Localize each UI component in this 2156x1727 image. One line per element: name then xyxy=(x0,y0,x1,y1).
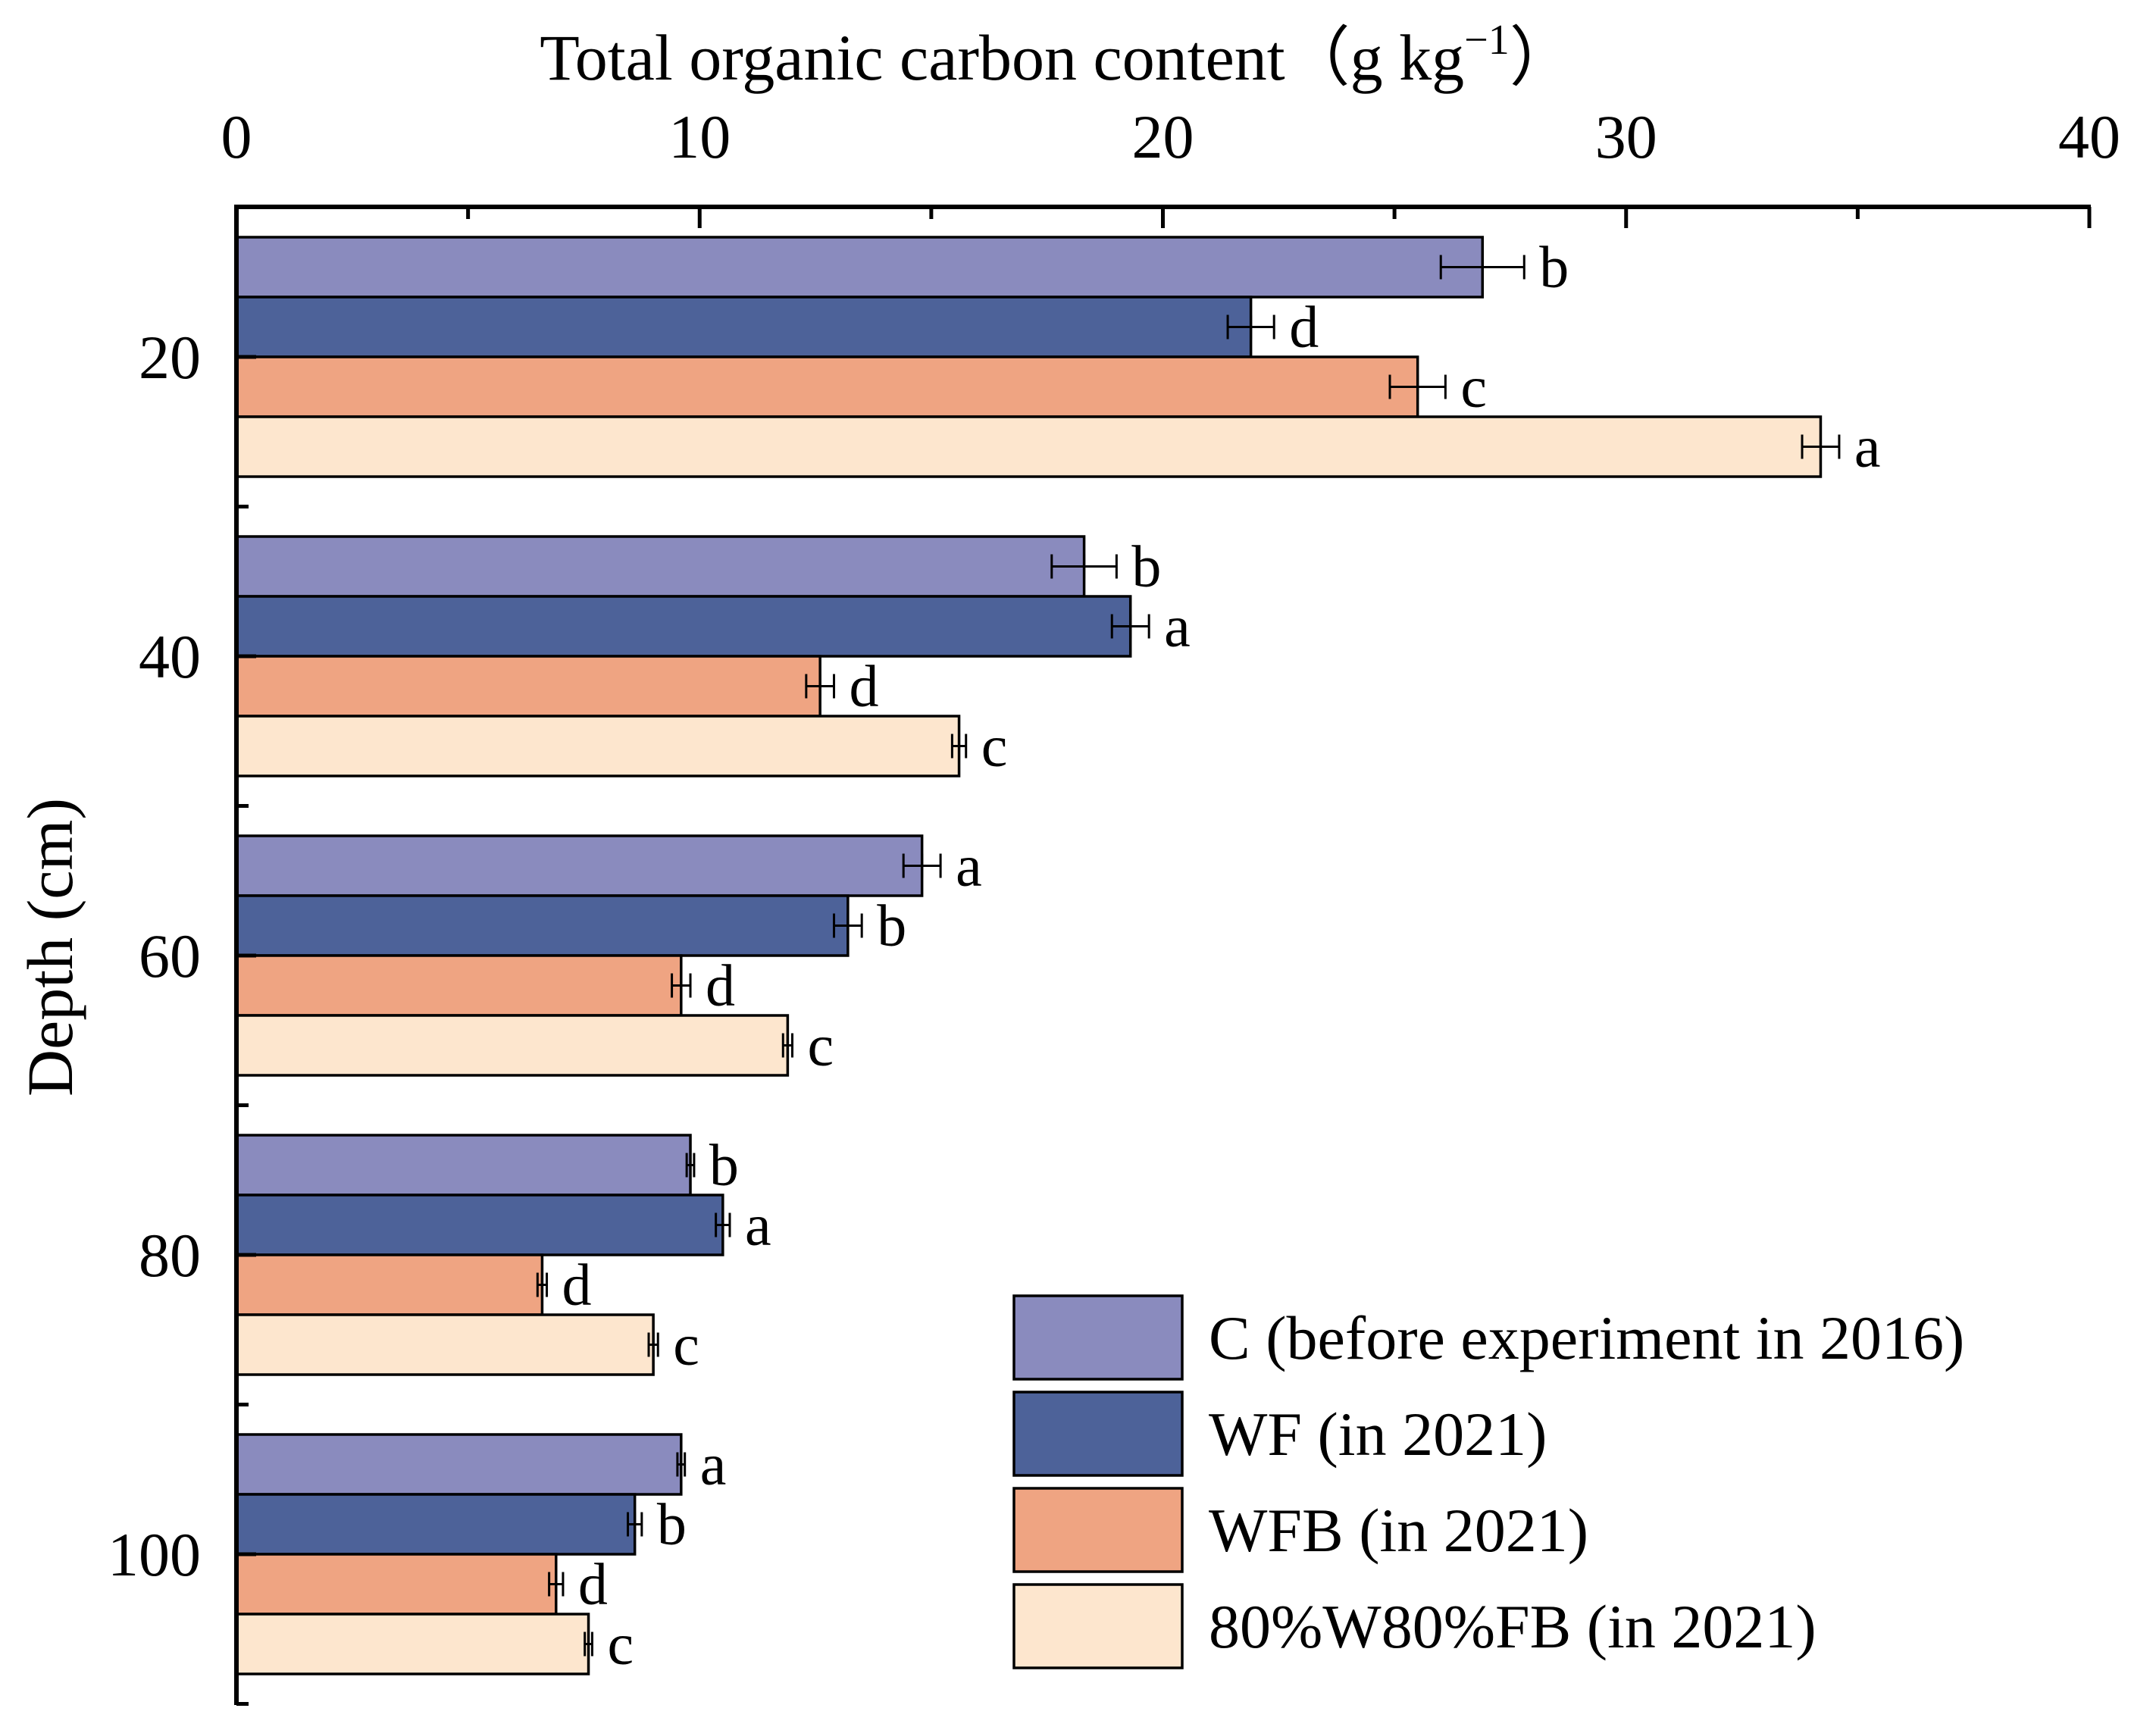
bar-20-2 xyxy=(235,355,1419,418)
bar-60-0 xyxy=(235,834,924,897)
significance-letter-20-0: b xyxy=(1539,234,1569,300)
legend-swatch-0 xyxy=(1012,1294,1184,1381)
significance-letter-80-1: a xyxy=(745,1192,771,1258)
bar-60-2 xyxy=(235,954,683,1017)
significance-letter-100-0: a xyxy=(700,1431,727,1497)
axis-layer: 0 10 20 30 40 20 40 60 80 100 xyxy=(108,102,2120,1706)
error-bar-80-1 xyxy=(715,1212,731,1237)
error-bar-20-0 xyxy=(1439,255,1525,280)
bar-40-3 xyxy=(235,715,961,777)
error-bar-40-2 xyxy=(805,674,836,699)
error-bar-40-1 xyxy=(1110,614,1150,639)
error-bar-100-1 xyxy=(627,1512,643,1537)
significance-letter-60-1: b xyxy=(877,893,906,959)
significance-letter-100-2: d xyxy=(578,1551,608,1617)
y-tick-label-20: 20 xyxy=(139,323,201,392)
legend-swatch-3 xyxy=(1012,1583,1184,1669)
y-tick-label-60: 60 xyxy=(139,921,201,990)
y-tick-label-100: 100 xyxy=(108,1520,201,1589)
significance-letter-60-3: c xyxy=(808,1012,834,1078)
bar-20-3 xyxy=(235,415,1823,478)
legend-label-2: WFB (in 2021) xyxy=(1209,1496,1588,1565)
bar-100-3 xyxy=(235,1613,590,1675)
bar-80-1 xyxy=(235,1194,724,1256)
x-tick-label-10: 10 xyxy=(668,102,731,171)
y-tick-label-40: 40 xyxy=(139,622,201,691)
error-bar-20-1 xyxy=(1226,314,1275,339)
significance-letter-40-0: b xyxy=(1131,533,1161,599)
x-axis-title-close-paren: ） xyxy=(1510,21,1575,94)
significance-letter-40-3: c xyxy=(981,713,1008,779)
significance-letter-80-2: d xyxy=(562,1252,592,1318)
bar-60-1 xyxy=(235,894,850,957)
x-axis-title-text: Total organic carbon content xyxy=(540,21,1285,94)
significance-letter-60-2: d xyxy=(706,953,735,1018)
error-bar-40-0 xyxy=(1050,554,1118,579)
y-tick-label-80: 80 xyxy=(139,1221,201,1290)
error-bar-60-1 xyxy=(833,913,863,938)
significance-letter-100-3: c xyxy=(607,1611,634,1677)
significance-letter-40-1: a xyxy=(1164,593,1191,659)
bar-100-0 xyxy=(235,1433,683,1496)
error-bar-80-2 xyxy=(536,1272,549,1297)
error-bar-80-0 xyxy=(685,1153,696,1178)
x-tick-label-0: 0 xyxy=(221,102,252,171)
y-axis-title: Depth (cm) xyxy=(14,798,86,1097)
x-tick-label-30: 30 xyxy=(1595,102,1657,171)
bar-100-1 xyxy=(235,1493,637,1556)
error-bar-40-3 xyxy=(950,734,968,759)
significance-letter-60-0: a xyxy=(956,833,982,899)
legend-label-1: WF (in 2021) xyxy=(1209,1400,1547,1469)
bar-80-3 xyxy=(235,1313,655,1376)
bar-100-2 xyxy=(235,1553,558,1616)
error-bar-100-3 xyxy=(584,1632,593,1657)
x-axis-title-exponent: −1 xyxy=(1464,17,1510,64)
x-tick-label-20: 20 xyxy=(1132,102,1194,171)
error-bar-80-3 xyxy=(647,1332,659,1357)
significance-letter-100-1: b xyxy=(657,1491,687,1557)
bar-80-0 xyxy=(235,1134,692,1197)
significance-letter-80-0: b xyxy=(709,1132,739,1198)
significance-letter-40-2: d xyxy=(850,653,879,719)
legend-swatch-1 xyxy=(1012,1391,1184,1477)
bar-40-2 xyxy=(235,655,821,718)
x-axis-title: Total organic carbon content（g kg−1） xyxy=(540,17,1575,94)
legend-label-0: C (before experiment in 2016) xyxy=(1209,1303,1964,1372)
error-bar-60-0 xyxy=(902,853,942,878)
x-axis-title-unit: g kg xyxy=(1350,21,1465,94)
error-bar-100-0 xyxy=(676,1452,687,1477)
significance-letter-80-3: c xyxy=(673,1312,699,1378)
bar-20-1 xyxy=(235,296,1253,358)
error-bar-20-2 xyxy=(1388,374,1447,399)
significance-letter-20-1: d xyxy=(1289,294,1319,360)
bar-60-3 xyxy=(235,1014,790,1077)
legend: C (before experiment in 2016) WF (in 2021… xyxy=(1012,1294,1964,1669)
error-bar-20-3 xyxy=(1801,434,1841,459)
significance-letter-20-3: a xyxy=(1854,414,1881,480)
legend-swatch-2 xyxy=(1012,1487,1184,1573)
x-axis-title-open-paren: （ xyxy=(1285,21,1350,94)
bar-40-0 xyxy=(235,535,1086,598)
error-bar-60-2 xyxy=(671,973,692,998)
x-tick-label-40: 40 xyxy=(2058,102,2120,171)
error-bar-60-3 xyxy=(781,1033,793,1058)
bar-40-1 xyxy=(235,595,1132,658)
bar-20-0 xyxy=(235,236,1485,299)
legend-label-3: 80%W80%FB (in 2021) xyxy=(1209,1592,1816,1661)
bar-80-2 xyxy=(235,1253,544,1316)
significance-letter-20-2: c xyxy=(1460,354,1487,420)
error-bar-100-2 xyxy=(548,1572,565,1597)
